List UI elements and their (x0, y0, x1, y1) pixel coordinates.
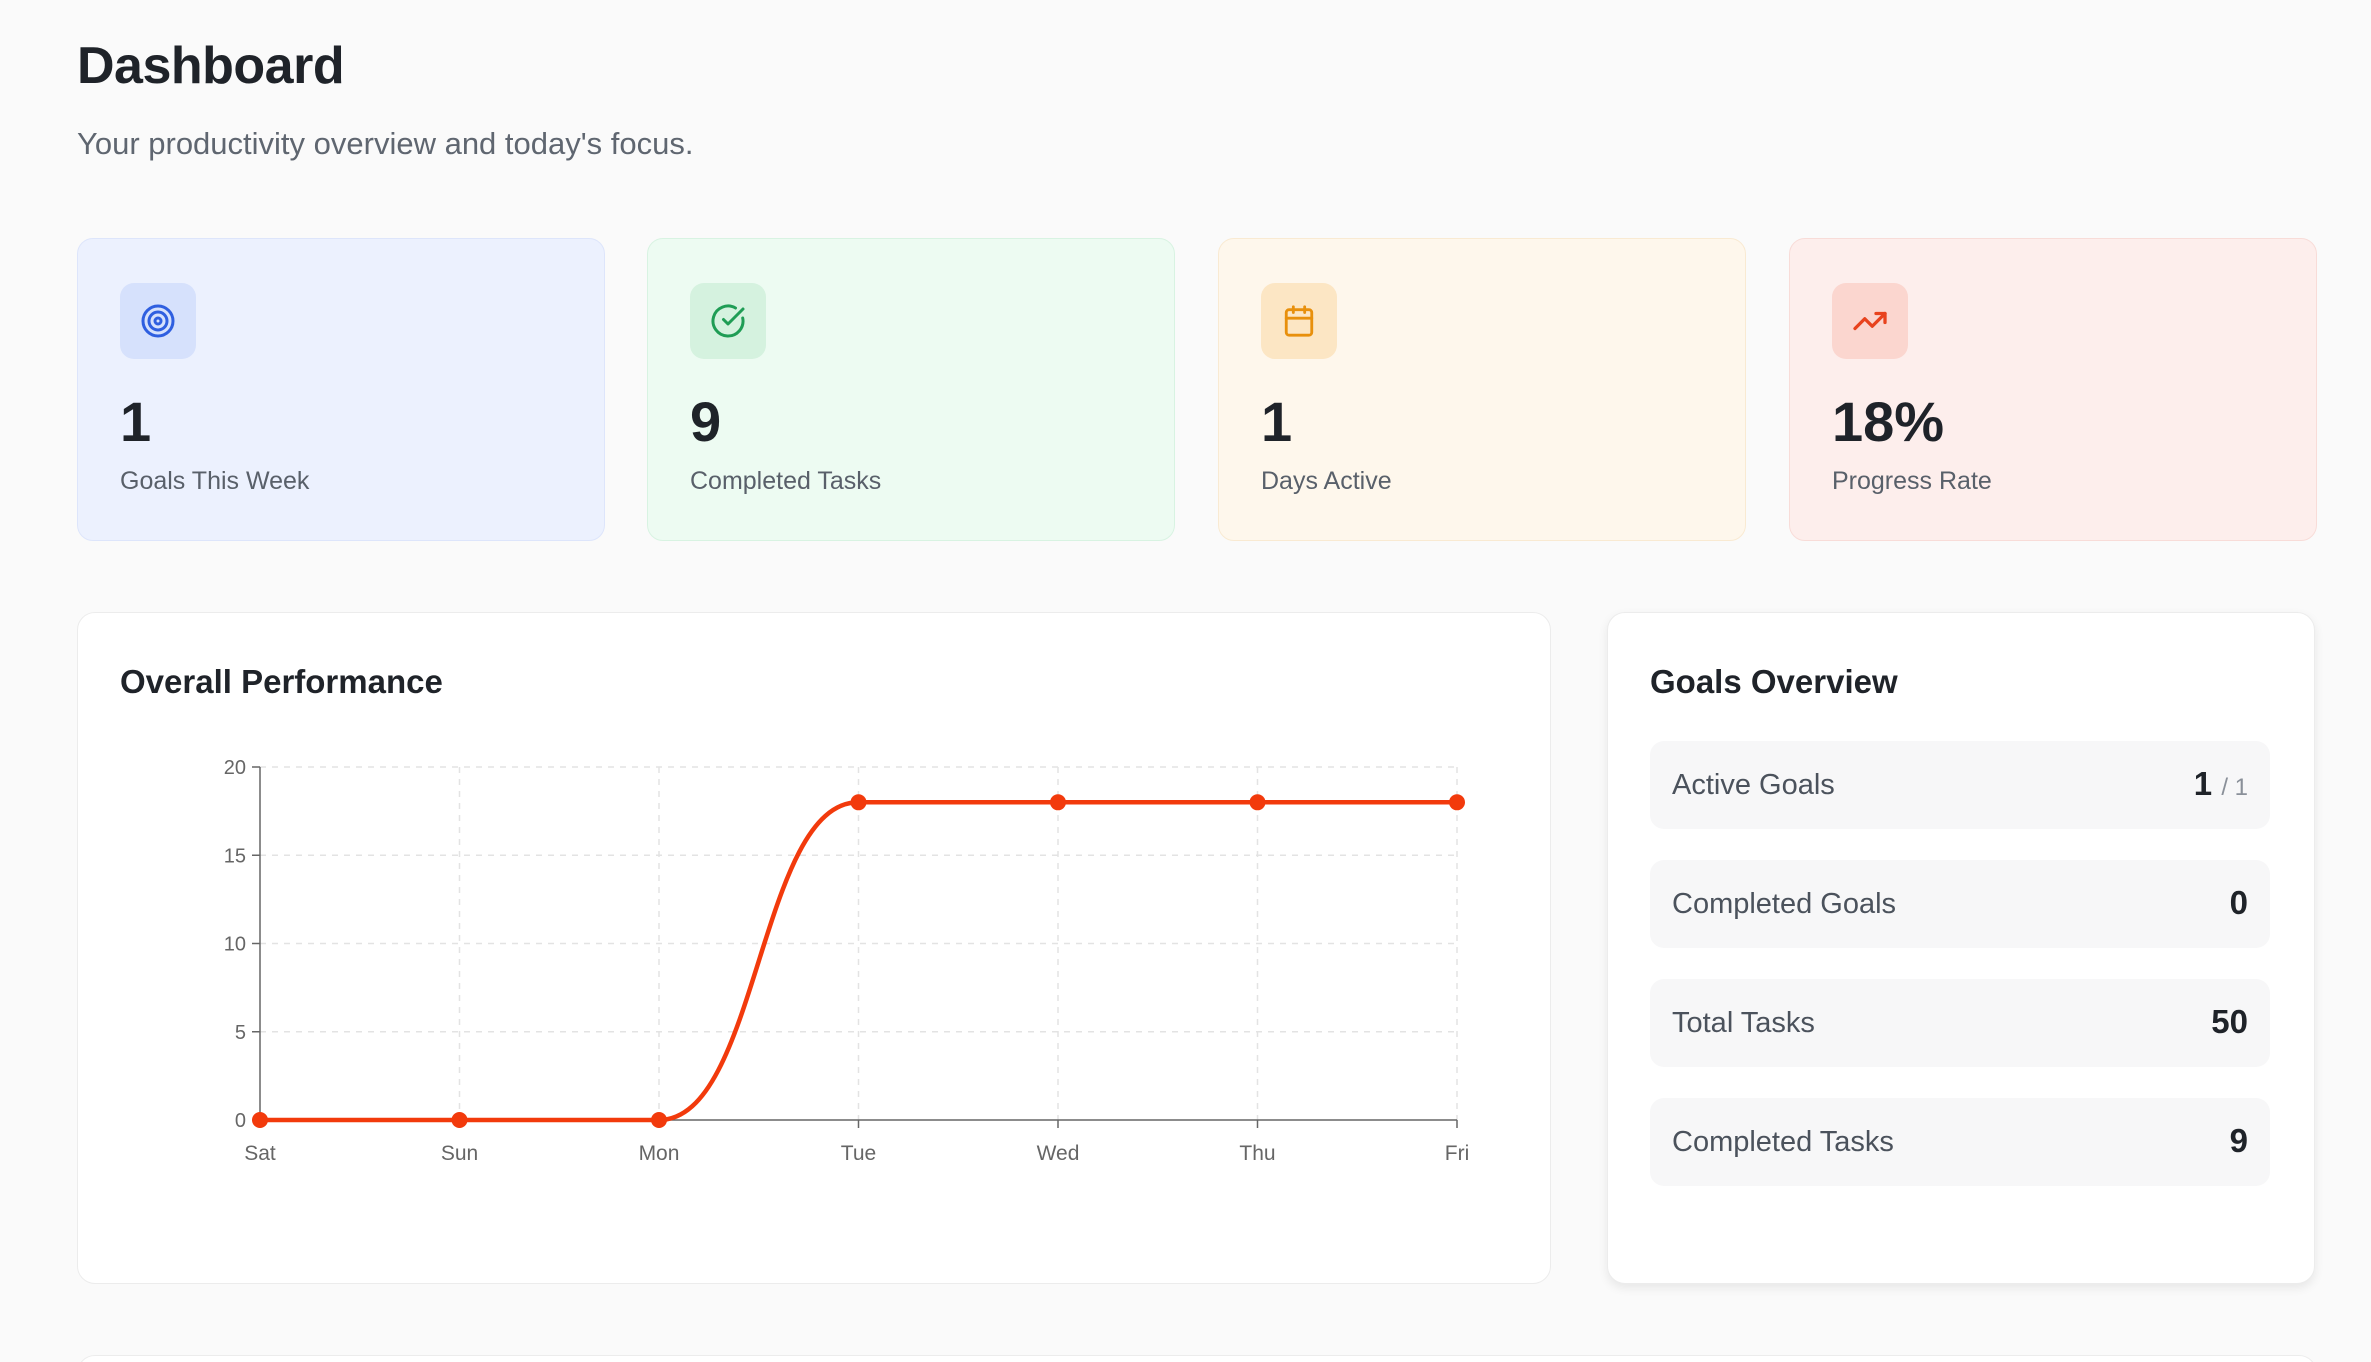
stat-value: 1 (1261, 390, 1293, 453)
data-point (651, 1112, 667, 1128)
x-tick-label: Mon (639, 1142, 680, 1165)
x-tick-label: Wed (1037, 1142, 1080, 1165)
goal-row-label: Completed Tasks (1672, 1126, 1894, 1158)
x-tick-label: Tue (841, 1142, 876, 1165)
panel-title: Overall Performance (120, 663, 443, 700)
x-tick-label: Sun (441, 1142, 478, 1165)
x-tick-label: Sat (244, 1142, 276, 1165)
overall-performance-panel: Overall Performance 0 5 10 15 20 Sat Sun Mon Tue… (77, 612, 1551, 1284)
calendar-icon (1261, 283, 1337, 359)
goal-row-value: 0 (2229, 884, 2248, 921)
goal-row-total-tasks: Total Tasks 50 (1650, 979, 2270, 1067)
goal-row-completed-goals: Completed Goals 0 (1650, 860, 2270, 948)
goal-row-value: 9 (2229, 1122, 2248, 1159)
x-tick-label: Thu (1239, 1142, 1275, 1165)
y-tick-label: 0 (235, 1110, 246, 1132)
stat-card-goals-this-week: 1 Goals This Week (77, 238, 605, 541)
check-circle-icon (690, 283, 766, 359)
goals-overview-panel: Goals Overview Active Goals 1 / 1 Comple… (1607, 612, 2315, 1284)
stat-value: 1 (120, 390, 152, 453)
goal-row-value: 1 / 1 (2194, 765, 2248, 803)
target-icon (120, 283, 196, 359)
page-title: Dashboard (77, 37, 345, 95)
next-section-panel (77, 1355, 2317, 1362)
goal-row-label: Completed Goals (1672, 888, 1897, 920)
y-tick-label: 5 (235, 1022, 246, 1044)
y-tick-label: 10 (224, 934, 246, 956)
stat-label: Days Active (1261, 467, 1392, 495)
data-point (1050, 794, 1066, 811)
x-tick-label: Fri (1445, 1142, 1470, 1165)
goal-row-value: 50 (2211, 1003, 2248, 1040)
trending-up-icon (1832, 283, 1908, 359)
stat-label: Goals This Week (120, 467, 310, 495)
data-point (850, 794, 867, 811)
y-tick-label: 15 (224, 845, 246, 867)
goal-row-active-goals: Active Goals 1 / 1 (1650, 741, 2270, 829)
data-point (451, 1112, 468, 1128)
page-subtitle: Your productivity overview and today's f… (77, 126, 694, 161)
stat-value: 9 (690, 390, 722, 453)
panel-title: Goals Overview (1650, 663, 1898, 700)
stat-card-progress-rate: 18% Progress Rate (1789, 238, 2317, 541)
performance-line-chart: 0 5 10 15 20 Sat Sun Mon Tue Wed Thu Fri (224, 757, 1470, 1165)
goal-value-total: / 1 (2221, 774, 2248, 801)
data-point (1449, 794, 1465, 811)
stat-card-days-active: 1 Days Active (1218, 238, 1746, 541)
data-point (252, 1112, 268, 1128)
stat-value: 18% (1832, 390, 1945, 453)
goal-row-completed-tasks: Completed Tasks 9 (1650, 1098, 2270, 1186)
y-tick-label: 20 (224, 757, 246, 779)
data-point (1249, 794, 1266, 811)
goal-row-label: Total Tasks (1672, 1007, 1815, 1039)
goal-value-number: 1 (2193, 765, 2213, 802)
stat-card-completed-tasks: 9 Completed Tasks (647, 238, 1175, 541)
stat-label: Completed Tasks (690, 467, 882, 495)
goal-row-label: Active Goals (1672, 769, 1835, 801)
stat-label: Progress Rate (1832, 467, 1992, 495)
